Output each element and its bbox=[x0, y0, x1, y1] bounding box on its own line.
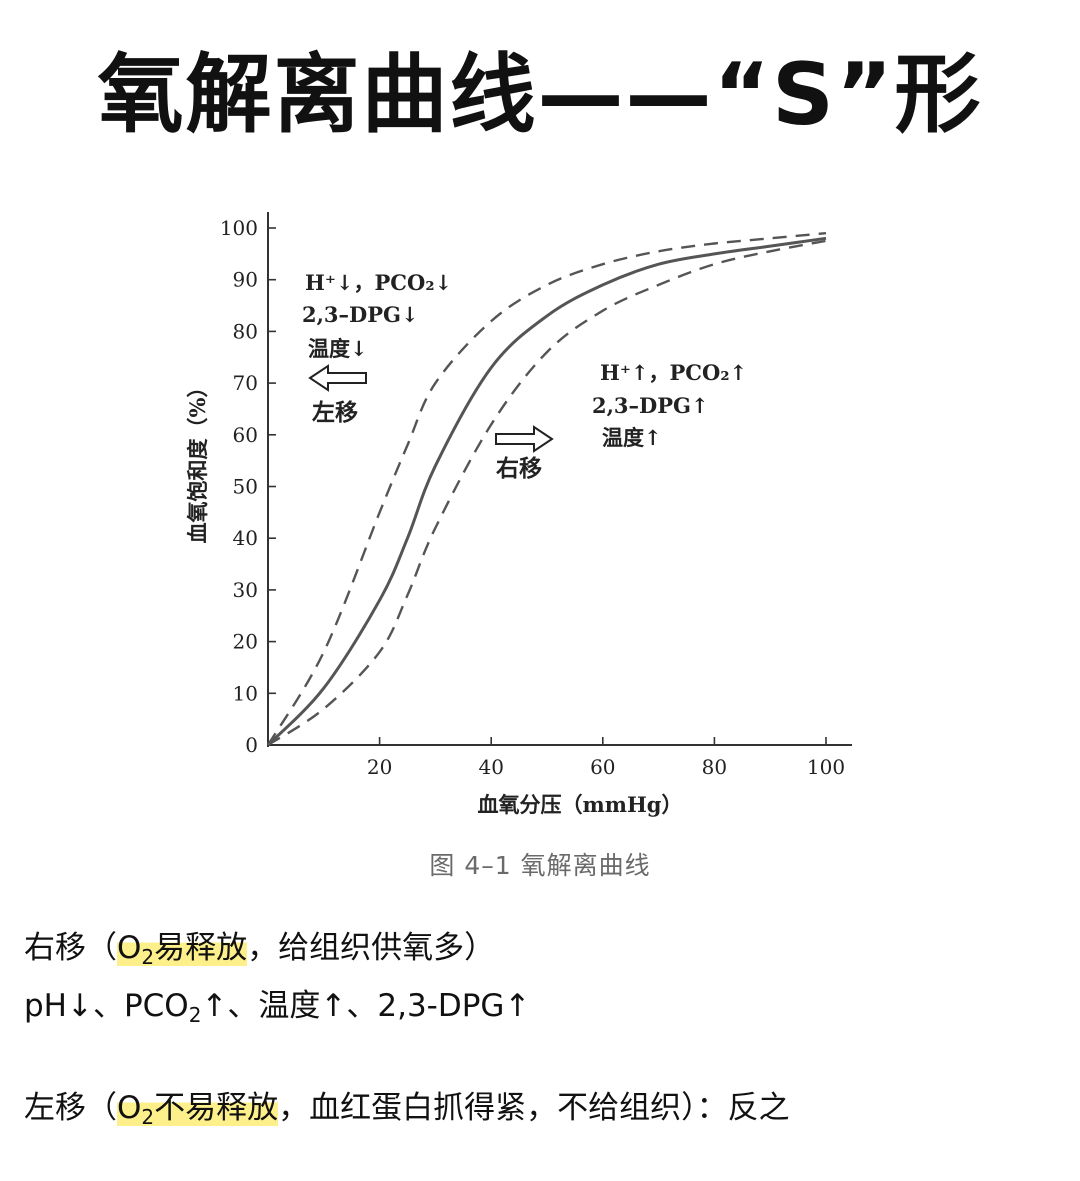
normal-curve bbox=[266, 236, 827, 747]
y-tick-label: 30 bbox=[233, 578, 258, 602]
y-tick-label: 90 bbox=[233, 268, 258, 292]
x-tick-label: 60 bbox=[590, 755, 615, 779]
factors-part-b: ↑、温度↑、2,3-DPG↑ bbox=[201, 988, 531, 1024]
left-shift-rest: ，血红蛋白抓得紧，不给组织）：反之 bbox=[278, 1090, 790, 1126]
page-title: 氧解离曲线——“S”形 bbox=[97, 45, 983, 145]
y-tick-label: 70 bbox=[233, 371, 258, 395]
right-annotation-line1: H⁺↑，PCO₂↑ bbox=[600, 360, 747, 385]
y-tick-label: 40 bbox=[233, 526, 258, 550]
o-symbol: O bbox=[117, 1090, 142, 1126]
oxygen-dissociation-chart: 0 10 20 30 40 50 60 70 80 90 100 20 40 60 80 100 血氧分压（mm… bbox=[185, 212, 852, 817]
right-shift-curve bbox=[267, 239, 827, 747]
right-shift-rest: ，给组织供氧多） bbox=[247, 930, 496, 966]
o-symbol: O bbox=[117, 930, 142, 966]
right-shift-highlight-text: 易释放 bbox=[154, 930, 248, 966]
left-shift-highlight: O2不易释放 bbox=[117, 1090, 279, 1129]
left-shift-highlight-text: 不易释放 bbox=[154, 1090, 279, 1126]
left-annotation-line2: 2,3–DPG↓ bbox=[302, 302, 419, 327]
x-tick-label: 40 bbox=[478, 755, 503, 779]
left-annotation-line1: H⁺↓，PCO₂↓ bbox=[305, 270, 452, 295]
left-shift-label: 左移 bbox=[312, 399, 358, 426]
right-shift-label: 右移 bbox=[496, 455, 542, 482]
o-subscript: 2 bbox=[141, 1105, 155, 1129]
figure-caption: 图 4–1 氧解离曲线 bbox=[429, 851, 651, 880]
y-tick-label: 20 bbox=[233, 630, 258, 654]
chart-annotations: H⁺↓，PCO₂↓ 2,3–DPG↓ 温度↓ 左移 H⁺↑，PCO₂↑ 2,3–DPG↑ 温… bbox=[302, 270, 747, 482]
right-arrow-icon bbox=[495, 425, 554, 453]
right-annotation-line2: 2,3–DPG↑ bbox=[592, 393, 709, 418]
chart-curves bbox=[266, 232, 827, 747]
factors-part-a: pH↓、PCO bbox=[24, 988, 189, 1024]
x-tick-label: 80 bbox=[702, 755, 727, 779]
right-annotation-line3: 温度↑ bbox=[602, 425, 662, 450]
left-shift-prefix: 左移（ bbox=[24, 1090, 117, 1126]
x-tick-label: 20 bbox=[367, 755, 392, 779]
y-tick-label: 10 bbox=[233, 681, 258, 705]
right-shift-factors: pH↓、PCO2↑、温度↑、2,3-DPG↑ bbox=[24, 984, 530, 1031]
right-shift-highlight: O2易释放 bbox=[117, 930, 248, 969]
x-axis-label: 血氧分压（mmHg） bbox=[478, 792, 683, 817]
y-tick-label: 60 bbox=[233, 423, 258, 447]
left-shift-note: 左移（O2不易释放，血红蛋白抓得紧，不给组织）：反之 bbox=[24, 1086, 790, 1133]
y-tick-label: 0 bbox=[245, 733, 258, 757]
x-tick-label: 100 bbox=[807, 755, 845, 779]
y-axis-label: 血氧饱和度（%） bbox=[185, 377, 210, 544]
chart-axes: 0 10 20 30 40 50 60 70 80 90 100 20 40 60 80 100 血氧分压（mm… bbox=[185, 212, 852, 817]
left-shift-curve bbox=[266, 232, 827, 746]
left-arrow-icon bbox=[308, 364, 367, 392]
right-shift-note: 右移（O2易释放，给组织供氧多） bbox=[24, 926, 495, 973]
y-tick-label: 50 bbox=[233, 475, 258, 499]
factors-subscript: 2 bbox=[188, 1003, 202, 1027]
right-shift-prefix: 右移（ bbox=[24, 930, 117, 966]
o-subscript: 2 bbox=[141, 945, 155, 969]
y-tick-label: 100 bbox=[220, 216, 258, 240]
y-tick-label: 80 bbox=[233, 319, 258, 343]
left-annotation-line3: 温度↓ bbox=[308, 336, 368, 361]
